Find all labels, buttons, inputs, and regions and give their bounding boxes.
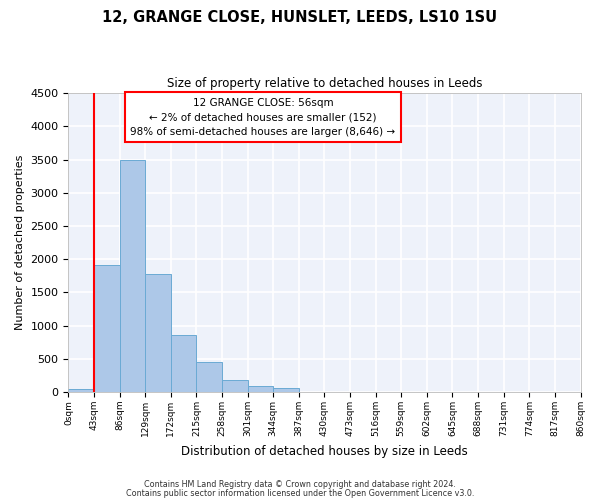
Bar <box>94 264 119 392</box>
Bar <box>222 380 248 392</box>
Bar <box>171 335 196 392</box>
Y-axis label: Number of detached properties: Number of detached properties <box>15 155 25 330</box>
Bar <box>145 274 171 392</box>
Bar <box>68 389 94 392</box>
Bar <box>273 388 299 392</box>
Bar <box>248 386 273 392</box>
Bar <box>196 362 222 392</box>
Title: Size of property relative to detached houses in Leeds: Size of property relative to detached ho… <box>167 78 482 90</box>
Text: 12, GRANGE CLOSE, HUNSLET, LEEDS, LS10 1SU: 12, GRANGE CLOSE, HUNSLET, LEEDS, LS10 1… <box>103 10 497 25</box>
X-axis label: Distribution of detached houses by size in Leeds: Distribution of detached houses by size … <box>181 444 468 458</box>
Text: 12 GRANGE CLOSE: 56sqm
← 2% of detached houses are smaller (152)
98% of semi-det: 12 GRANGE CLOSE: 56sqm ← 2% of detached … <box>130 98 395 137</box>
Text: Contains HM Land Registry data © Crown copyright and database right 2024.: Contains HM Land Registry data © Crown c… <box>144 480 456 489</box>
Text: Contains public sector information licensed under the Open Government Licence v3: Contains public sector information licen… <box>126 488 474 498</box>
Bar <box>119 160 145 392</box>
